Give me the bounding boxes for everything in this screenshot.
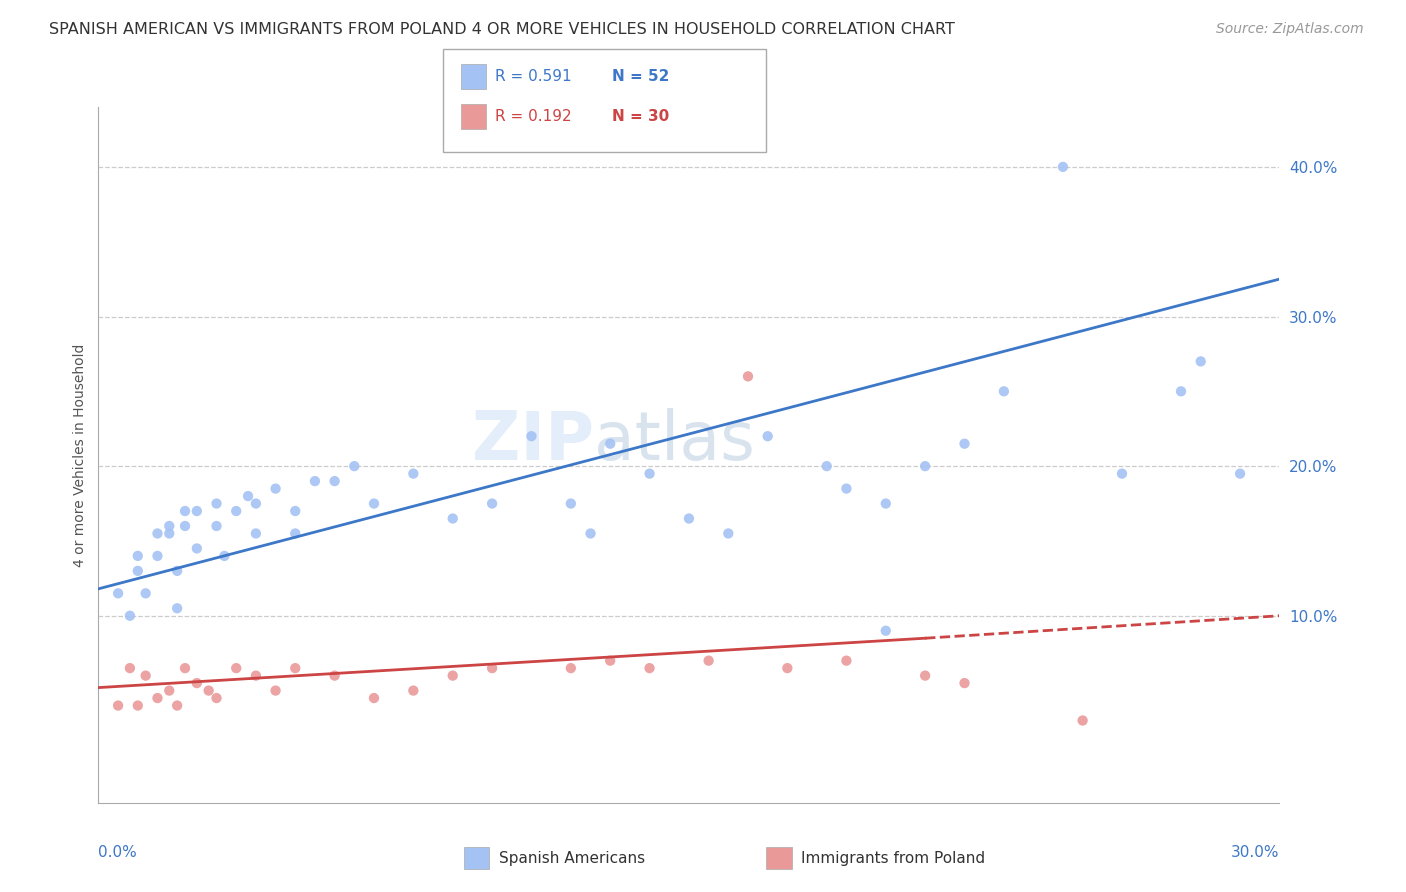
- Point: [174, 661, 197, 675]
- Point: [245, 668, 267, 682]
- Point: [1071, 714, 1094, 728]
- Point: [236, 489, 259, 503]
- Point: [343, 459, 366, 474]
- Point: [127, 564, 149, 578]
- Text: atlas: atlas: [595, 408, 755, 474]
- Point: [284, 526, 307, 541]
- Text: 0.0%: 0.0%: [98, 845, 138, 860]
- Point: [127, 698, 149, 713]
- Point: [135, 668, 157, 682]
- Point: [166, 698, 188, 713]
- Point: [875, 624, 897, 638]
- Point: [953, 676, 976, 690]
- Point: [560, 497, 582, 511]
- Point: [205, 691, 228, 706]
- Point: [599, 436, 621, 450]
- Text: ZIP: ZIP: [472, 408, 595, 474]
- Point: [717, 526, 740, 541]
- Point: [737, 369, 759, 384]
- Text: Immigrants from Poland: Immigrants from Poland: [801, 851, 986, 865]
- Point: [914, 459, 936, 474]
- Text: N = 30: N = 30: [612, 110, 669, 124]
- Text: Spanish Americans: Spanish Americans: [499, 851, 645, 865]
- Point: [323, 474, 346, 488]
- Point: [835, 482, 858, 496]
- Point: [323, 668, 346, 682]
- Point: [441, 511, 464, 525]
- Point: [107, 586, 129, 600]
- Point: [1111, 467, 1133, 481]
- Point: [914, 668, 936, 682]
- Point: [304, 474, 326, 488]
- Point: [157, 683, 180, 698]
- Point: [697, 654, 720, 668]
- Point: [363, 497, 385, 511]
- Point: [756, 429, 779, 443]
- Point: [264, 683, 287, 698]
- Point: [363, 691, 385, 706]
- Y-axis label: 4 or more Vehicles in Household: 4 or more Vehicles in Household: [73, 343, 87, 566]
- Point: [118, 608, 141, 623]
- Point: [118, 661, 141, 675]
- Point: [245, 526, 267, 541]
- Point: [284, 661, 307, 675]
- Point: [402, 467, 425, 481]
- Point: [441, 668, 464, 682]
- Point: [214, 549, 236, 563]
- Point: [599, 654, 621, 668]
- Text: R = 0.591: R = 0.591: [495, 70, 571, 84]
- Text: Source: ZipAtlas.com: Source: ZipAtlas.com: [1216, 22, 1364, 37]
- Point: [107, 698, 129, 713]
- Point: [166, 564, 188, 578]
- Point: [560, 661, 582, 675]
- Point: [638, 661, 661, 675]
- Point: [264, 482, 287, 496]
- Point: [146, 691, 169, 706]
- Point: [1189, 354, 1212, 368]
- Point: [225, 504, 247, 518]
- Text: SPANISH AMERICAN VS IMMIGRANTS FROM POLAND 4 OR MORE VEHICLES IN HOUSEHOLD CORRE: SPANISH AMERICAN VS IMMIGRANTS FROM POLA…: [49, 22, 955, 37]
- Point: [953, 436, 976, 450]
- Point: [135, 586, 157, 600]
- Point: [481, 661, 503, 675]
- Point: [205, 497, 228, 511]
- Point: [225, 661, 247, 675]
- Point: [157, 526, 180, 541]
- Point: [157, 519, 180, 533]
- Point: [127, 549, 149, 563]
- Point: [186, 676, 208, 690]
- Text: N = 52: N = 52: [612, 70, 669, 84]
- Point: [205, 519, 228, 533]
- Point: [481, 497, 503, 511]
- Point: [197, 683, 219, 698]
- Point: [1052, 160, 1074, 174]
- Point: [146, 549, 169, 563]
- Point: [166, 601, 188, 615]
- Point: [174, 504, 197, 518]
- Point: [402, 683, 425, 698]
- Point: [1229, 467, 1251, 481]
- Point: [245, 497, 267, 511]
- Point: [835, 654, 858, 668]
- Text: 30.0%: 30.0%: [1232, 845, 1279, 860]
- Point: [815, 459, 838, 474]
- Point: [776, 661, 799, 675]
- Point: [174, 519, 197, 533]
- Point: [638, 467, 661, 481]
- Point: [1170, 384, 1192, 399]
- Point: [520, 429, 543, 443]
- Point: [284, 504, 307, 518]
- Point: [678, 511, 700, 525]
- Point: [146, 526, 169, 541]
- Point: [186, 504, 208, 518]
- Point: [579, 526, 602, 541]
- Text: R = 0.192: R = 0.192: [495, 110, 571, 124]
- Point: [875, 497, 897, 511]
- Point: [186, 541, 208, 556]
- Point: [993, 384, 1015, 399]
